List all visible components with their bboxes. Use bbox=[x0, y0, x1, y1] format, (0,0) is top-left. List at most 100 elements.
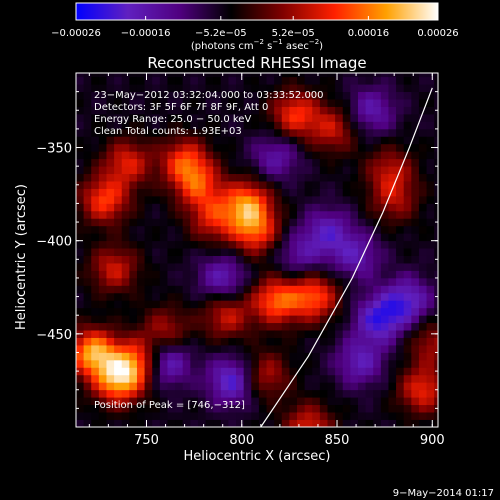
heatmap-cell bbox=[274, 143, 283, 152]
heatmap-cell bbox=[266, 337, 275, 346]
heatmap-cell bbox=[365, 255, 374, 264]
heatmap-cell bbox=[327, 173, 336, 182]
heatmap-cell bbox=[365, 143, 374, 152]
y-axis-label: Heliocentric Y (arcsec) bbox=[14, 184, 29, 330]
heatmap-cell bbox=[251, 173, 260, 182]
heatmap-cell bbox=[167, 263, 176, 271]
heatmap-cell bbox=[228, 99, 237, 107]
heatmap-cell bbox=[152, 419, 161, 427]
heatmap-cell bbox=[319, 76, 328, 85]
heatmap-cell bbox=[175, 99, 184, 107]
heatmap-cell bbox=[205, 151, 214, 160]
heatmap-cell bbox=[418, 307, 427, 316]
heatmap-cell bbox=[136, 292, 145, 301]
heatmap-cell bbox=[426, 412, 435, 420]
heatmap-cell bbox=[144, 143, 153, 152]
heatmap-cell bbox=[426, 337, 435, 346]
heatmap-cell bbox=[114, 255, 123, 264]
heatmap-cell bbox=[342, 106, 351, 115]
heatmap-cell bbox=[403, 374, 412, 383]
heatmap-cell bbox=[380, 195, 389, 204]
heatmap-cell bbox=[175, 73, 184, 78]
heatmap-cell bbox=[274, 210, 283, 219]
heatmap-cell bbox=[83, 188, 92, 197]
heatmap-cell bbox=[243, 397, 252, 406]
heatmap-cell bbox=[159, 307, 168, 316]
heatmap-cell bbox=[121, 218, 130, 227]
heatmap-cell bbox=[144, 106, 153, 115]
heatmap-cell bbox=[98, 255, 107, 264]
heatmap-cell bbox=[418, 359, 427, 368]
heatmap-cell bbox=[175, 151, 184, 160]
heatmap-cell bbox=[426, 106, 435, 115]
heatmap-cell bbox=[380, 173, 389, 182]
heatmap-cell bbox=[373, 210, 382, 219]
heatmap-cell bbox=[121, 84, 130, 93]
heatmap-cell bbox=[121, 173, 130, 182]
heatmap-cell bbox=[411, 248, 420, 256]
heatmap-cell bbox=[403, 412, 412, 420]
heatmap-cell bbox=[144, 173, 153, 182]
heatmap-cell bbox=[350, 203, 359, 212]
heatmap-cell bbox=[152, 345, 161, 353]
heatmap-cell bbox=[342, 166, 351, 175]
heatmap-cell bbox=[350, 419, 359, 427]
heatmap-cell bbox=[335, 337, 344, 346]
heatmap-cell bbox=[182, 270, 191, 279]
heatmap-cell bbox=[289, 233, 298, 242]
heatmap-cell bbox=[396, 307, 405, 316]
heatmap-cell bbox=[426, 233, 435, 242]
heatmap-cell bbox=[167, 128, 176, 137]
heatmap-cell bbox=[106, 337, 115, 346]
heatmap-cell bbox=[411, 337, 420, 346]
heatmap-cell bbox=[114, 106, 123, 115]
heatmap-cell bbox=[106, 233, 115, 242]
heatmap-cell bbox=[388, 277, 397, 286]
heatmap-cell bbox=[274, 352, 283, 361]
heatmap-cell bbox=[396, 315, 405, 324]
heatmap-cell bbox=[228, 106, 237, 115]
heatmap-cell bbox=[228, 285, 237, 294]
heatmap-cell bbox=[319, 382, 328, 391]
heatmap-cell bbox=[319, 337, 328, 346]
heatmap-cell bbox=[365, 210, 374, 219]
heatmap-cell bbox=[159, 181, 168, 189]
heatmap-cell bbox=[281, 345, 290, 353]
heatmap-cell bbox=[281, 307, 290, 316]
heatmap-cell bbox=[266, 345, 275, 353]
heatmap-cell bbox=[281, 233, 290, 242]
heatmap-cell bbox=[411, 166, 420, 175]
heatmap-cell bbox=[350, 382, 359, 391]
heatmap-cell bbox=[373, 166, 382, 175]
heatmap-cell bbox=[312, 404, 321, 413]
heatmap-cell bbox=[350, 404, 359, 413]
heatmap-cell bbox=[388, 73, 397, 78]
heatmap-cell bbox=[190, 151, 199, 160]
heatmap-cell bbox=[304, 181, 313, 189]
heatmap-cell bbox=[129, 419, 138, 427]
heatmap-cell bbox=[83, 143, 92, 152]
heatmap-cell bbox=[182, 330, 191, 338]
heatmap-cell bbox=[83, 73, 92, 78]
heatmap-cell bbox=[335, 73, 344, 78]
heatmap-cell bbox=[357, 218, 366, 227]
heatmap-cell bbox=[327, 315, 336, 324]
heatmap-cell bbox=[129, 382, 138, 391]
heatmap-cell bbox=[327, 270, 336, 279]
heatmap-cell bbox=[319, 352, 328, 361]
heatmap-cell bbox=[236, 106, 245, 115]
heatmap-cell bbox=[251, 270, 260, 279]
heatmap-cell bbox=[91, 397, 100, 406]
heatmap-cell bbox=[197, 374, 206, 383]
heatmap-cell bbox=[159, 412, 168, 420]
heatmap-cell bbox=[312, 240, 321, 249]
heatmap-cell bbox=[380, 240, 389, 249]
heatmap-cell bbox=[327, 113, 336, 122]
heatmap-cell bbox=[106, 240, 115, 249]
heatmap-cell bbox=[243, 84, 252, 93]
heatmap-cell bbox=[83, 173, 92, 182]
heatmap-cell bbox=[388, 136, 397, 145]
heatmap-cell bbox=[197, 345, 206, 353]
heatmap-cell bbox=[98, 345, 107, 353]
heatmap-cell bbox=[106, 389, 115, 398]
